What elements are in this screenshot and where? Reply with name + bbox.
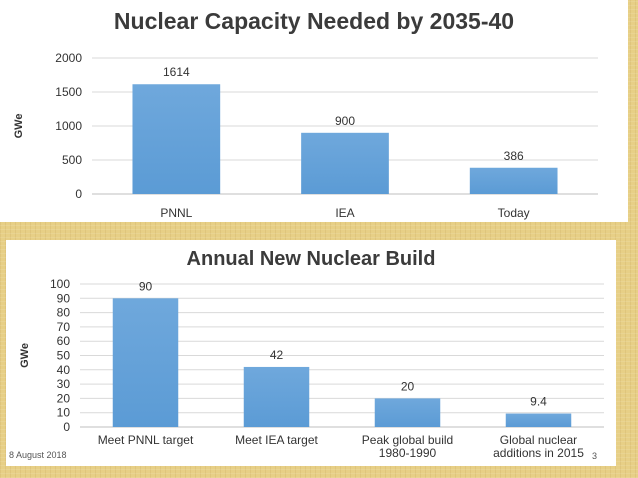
data-label: 90 xyxy=(139,279,153,293)
bar xyxy=(112,298,179,427)
data-label: 1614 xyxy=(163,65,190,79)
x-tick-label: IEA xyxy=(335,206,354,220)
y-tick-label: 30 xyxy=(57,377,71,391)
x-tick-label: Meet IEA target xyxy=(235,433,318,447)
y-tick-label: 0 xyxy=(75,187,82,201)
y-axis-label: GWe xyxy=(19,343,31,368)
y-tick-label: 40 xyxy=(57,363,71,377)
x-tick-label: Meet PNNL target xyxy=(98,433,194,447)
y-tick-label: 90 xyxy=(57,291,71,305)
chart-panel-annual-build: Annual New Nuclear Build 0 10 20 30 40 50 60 70… xyxy=(6,240,616,466)
chart-panel-capacity: Nuclear Capacity Needed by 2035-40 0 500 1… xyxy=(0,0,628,222)
page-number: 3 xyxy=(592,451,598,461)
y-tick-label: 10 xyxy=(57,406,71,420)
y-tick-label: 500 xyxy=(62,153,82,167)
y-tick-label: 1500 xyxy=(55,85,82,99)
data-label: 9.4 xyxy=(530,395,547,409)
y-tick-label: 70 xyxy=(57,320,71,334)
bar xyxy=(132,84,221,194)
data-label: 386 xyxy=(504,149,524,163)
bar xyxy=(301,132,389,194)
x-tick-label: PNNL xyxy=(160,206,192,220)
y-tick-label: 60 xyxy=(57,334,71,348)
x-tick-label: Global nuclear additions in 2015 xyxy=(493,433,584,460)
bar xyxy=(374,398,441,427)
data-label: 20 xyxy=(401,379,415,393)
y-tick-label: 50 xyxy=(57,349,71,363)
bar xyxy=(243,366,310,427)
bar xyxy=(469,167,558,194)
footer-date: 8 August 2018 xyxy=(9,450,67,460)
y-axis-label: GWe xyxy=(13,114,25,139)
y-tick-label: 0 xyxy=(63,420,70,434)
y-tick-label: 80 xyxy=(57,306,71,320)
y-tick-label: 100 xyxy=(50,277,70,291)
data-label: 42 xyxy=(270,348,284,362)
y-tick-label: 1000 xyxy=(55,119,82,133)
chart-title: Nuclear Capacity Needed by 2035-40 xyxy=(113,8,515,34)
bar xyxy=(505,413,572,427)
x-tick-label: Today xyxy=(498,206,530,220)
x-tick-label: Peak global build 1980-1990 xyxy=(362,433,453,460)
y-tick-label: 2000 xyxy=(55,51,82,65)
capacity-bar-chart: 0 500 1000 1500 2000 GWe 1614 PNNL 900 IEA 386 Toda… xyxy=(13,51,598,220)
chart-title: Annual New Nuclear Build xyxy=(186,248,436,270)
y-tick-label: 20 xyxy=(57,391,71,405)
data-label: 900 xyxy=(335,114,355,128)
